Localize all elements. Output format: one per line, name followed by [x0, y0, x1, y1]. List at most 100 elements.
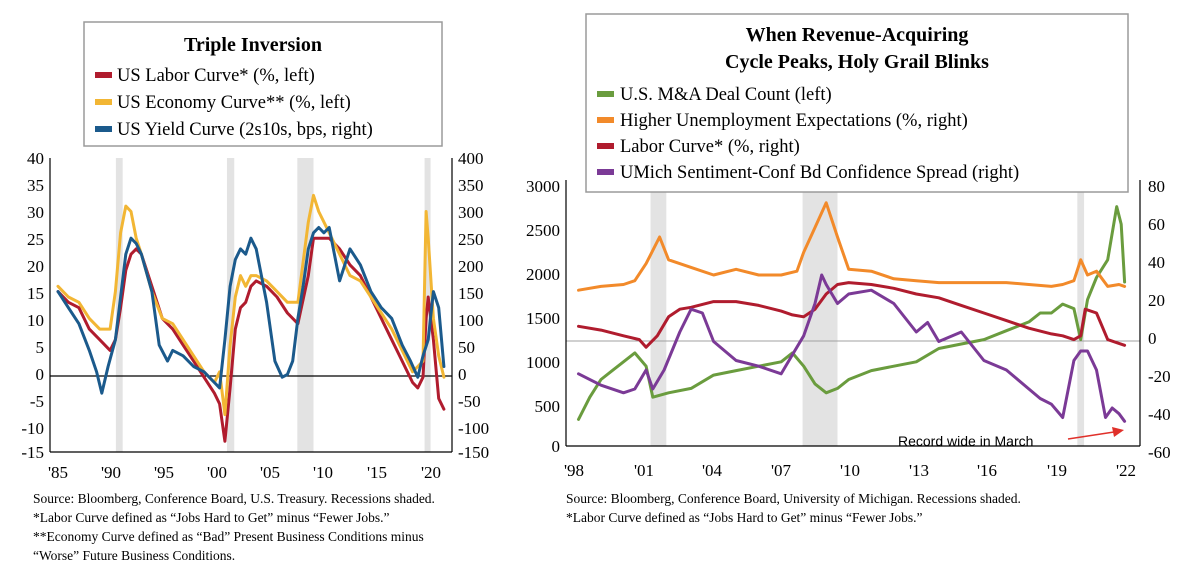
chart-left: 40 35 30 25 20 15 10 5 0 -5 -10 -15 400 … — [21, 21, 489, 563]
right-notes: Source: Bloomberg, Conference Board, Uni… — [566, 491, 1021, 525]
right-legend-label: Higher Unemployment Expectations (%, rig… — [620, 111, 968, 131]
right-note-line: Source: Bloomberg, Conference Board, Uni… — [566, 491, 1021, 506]
left-legend-box — [83, 21, 443, 147]
left-y2-tick: 250 — [458, 230, 484, 249]
right-x-tick: '19 — [1047, 461, 1067, 480]
left-y-tick: -10 — [21, 419, 44, 438]
right-x-tick: '16 — [977, 461, 997, 480]
right-y-ticks: 3000 2500 2000 1500 1000 500 0 — [526, 177, 560, 456]
left-y-ticks: 40 35 30 25 20 15 10 5 0 -5 -10 -15 — [21, 149, 44, 462]
right-y2-ticks: 80 60 40 20 0 -20 -40 -60 — [1148, 177, 1171, 462]
left-x-tick: '10 — [313, 463, 333, 482]
left-note-line: *Labor Curve defined as “Jobs Hard to Ge… — [33, 510, 390, 525]
annotation-arrow-head — [1112, 427, 1124, 437]
left-recession-band — [297, 158, 314, 452]
right-chart-title-line1: When Revenue-Acquiring — [746, 24, 969, 46]
left-chart-title: Triple Inversion — [184, 34, 322, 56]
left-y2-tick: -150 — [458, 443, 489, 462]
right-legend-label: U.S. M&A Deal Count (left) — [620, 85, 832, 105]
left-y2-tick: 300 — [458, 203, 484, 222]
left-series-line-1 — [56, 193, 446, 417]
left-y2-tick: 150 — [458, 284, 484, 303]
right-legend-label: Labor Curve* (%, right) — [620, 137, 800, 157]
left-y-tick: 15 — [27, 284, 44, 303]
left-y2-tick: -50 — [458, 392, 481, 411]
right-legend: When Revenue-Acquiring Cycle Peaks, Holy… — [585, 13, 1129, 193]
left-x-tick: '05 — [260, 463, 280, 482]
right-note-line: *Labor Curve defined as “Jobs Hard to Ge… — [566, 510, 923, 525]
right-legend-label: UMich Sentiment-Conf Bd Confidence Sprea… — [620, 163, 1019, 183]
annotation-arrow-line — [1067, 431, 1115, 440]
left-note-line: “Worse” Future Business Conditions. — [33, 548, 235, 563]
left-note-line: Source: Bloomberg, Conference Board, U.S… — [33, 491, 435, 506]
right-annotation: Record wide in March — [898, 427, 1124, 449]
right-legend-box — [585, 13, 1129, 193]
left-y2-tick: 350 — [458, 176, 484, 195]
left-y2-ticks: 400 350 300 250 200 150 100 50 0 -50 -10… — [458, 149, 489, 462]
left-legend-label: US Labor Curve* (%, left) — [117, 66, 315, 86]
left-y2-tick: 200 — [458, 257, 484, 276]
left-recession-band — [226, 158, 235, 452]
left-x-tick: '95 — [154, 463, 174, 482]
left-legend-label: US Yield Curve (2s10s, bps, right) — [117, 120, 373, 140]
right-y2-tick: -40 — [1148, 405, 1171, 424]
right-series-line-1 — [577, 201, 1127, 292]
left-y2-tick: 100 — [458, 311, 484, 330]
right-x-tick: '04 — [702, 461, 723, 480]
left-y2-tick: -100 — [458, 419, 489, 438]
right-recession-band — [650, 180, 667, 446]
left-series-line-2 — [56, 226, 446, 395]
right-series-line-3 — [577, 273, 1127, 423]
right-y2-tick: 60 — [1148, 215, 1165, 234]
left-y2-tick: 400 — [458, 149, 484, 168]
right-recession-band — [1077, 180, 1085, 446]
right-x-tick: '01 — [634, 461, 654, 480]
left-legend: Triple Inversion US Labor Curve* (%, lef… — [83, 21, 443, 147]
left-y-tick: -5 — [30, 392, 44, 411]
left-note-line: **Economy Curve defined as “Bad” Present… — [33, 529, 424, 544]
left-notes: Source: Bloomberg, Conference Board, U.S… — [33, 491, 435, 563]
left-series-lines — [56, 193, 446, 443]
right-y-tick: 1000 — [526, 353, 560, 372]
left-y-tick: 25 — [27, 230, 44, 249]
right-y-tick: 2500 — [526, 221, 560, 240]
left-y-tick: 10 — [27, 311, 44, 330]
right-y2-tick: -20 — [1148, 367, 1171, 386]
left-y-tick: 40 — [27, 149, 44, 168]
left-x-tick: '90 — [101, 463, 121, 482]
left-x-tick: '20 — [421, 463, 441, 482]
right-x-tick: '07 — [771, 461, 792, 480]
left-y-tick: 35 — [27, 176, 44, 195]
right-x-tick: '98 — [564, 461, 584, 480]
left-y2-tick: 50 — [458, 338, 475, 357]
right-x-tick: '22 — [1116, 461, 1136, 480]
left-x-tick: '85 — [48, 463, 68, 482]
right-series-lines — [577, 201, 1127, 423]
right-y-tick: 3000 — [526, 177, 560, 196]
right-y2-tick: 40 — [1148, 253, 1165, 272]
right-y2-tick: -60 — [1148, 443, 1171, 462]
left-x-tick: '15 — [367, 463, 387, 482]
right-chart-title-line2: Cycle Peaks, Holy Grail Blinks — [725, 51, 989, 73]
left-series-line-0 — [56, 236, 446, 443]
left-y-tick: 5 — [36, 338, 45, 357]
right-y-tick: 500 — [535, 397, 561, 416]
right-y-tick: 0 — [552, 437, 561, 456]
left-y-tick: -15 — [21, 443, 44, 462]
right-y-tick: 2000 — [526, 265, 560, 284]
left-recession-shading — [115, 158, 431, 452]
right-series-line-2 — [577, 281, 1127, 349]
right-x-tick: '13 — [909, 461, 929, 480]
right-y2-tick: 20 — [1148, 291, 1165, 310]
left-y-tick: 20 — [27, 257, 44, 276]
right-y2-tick: 80 — [1148, 177, 1165, 196]
left-x-ticks: '85 '90 '95 '00 '05 '10 '15 '20 — [48, 463, 441, 482]
annotation-record-wide: Record wide in March — [898, 433, 1033, 449]
right-x-tick: '10 — [840, 461, 860, 480]
left-y2-tick: 0 — [458, 365, 467, 384]
left-x-tick: '00 — [207, 463, 227, 482]
right-x-ticks: '98 '01 '04 '07 '10 '13 '16 '19 '22 — [564, 461, 1136, 480]
right-recession-shading — [650, 180, 1085, 446]
chart-right: 3000 2500 2000 1500 1000 500 0 80 60 40 … — [526, 13, 1171, 525]
